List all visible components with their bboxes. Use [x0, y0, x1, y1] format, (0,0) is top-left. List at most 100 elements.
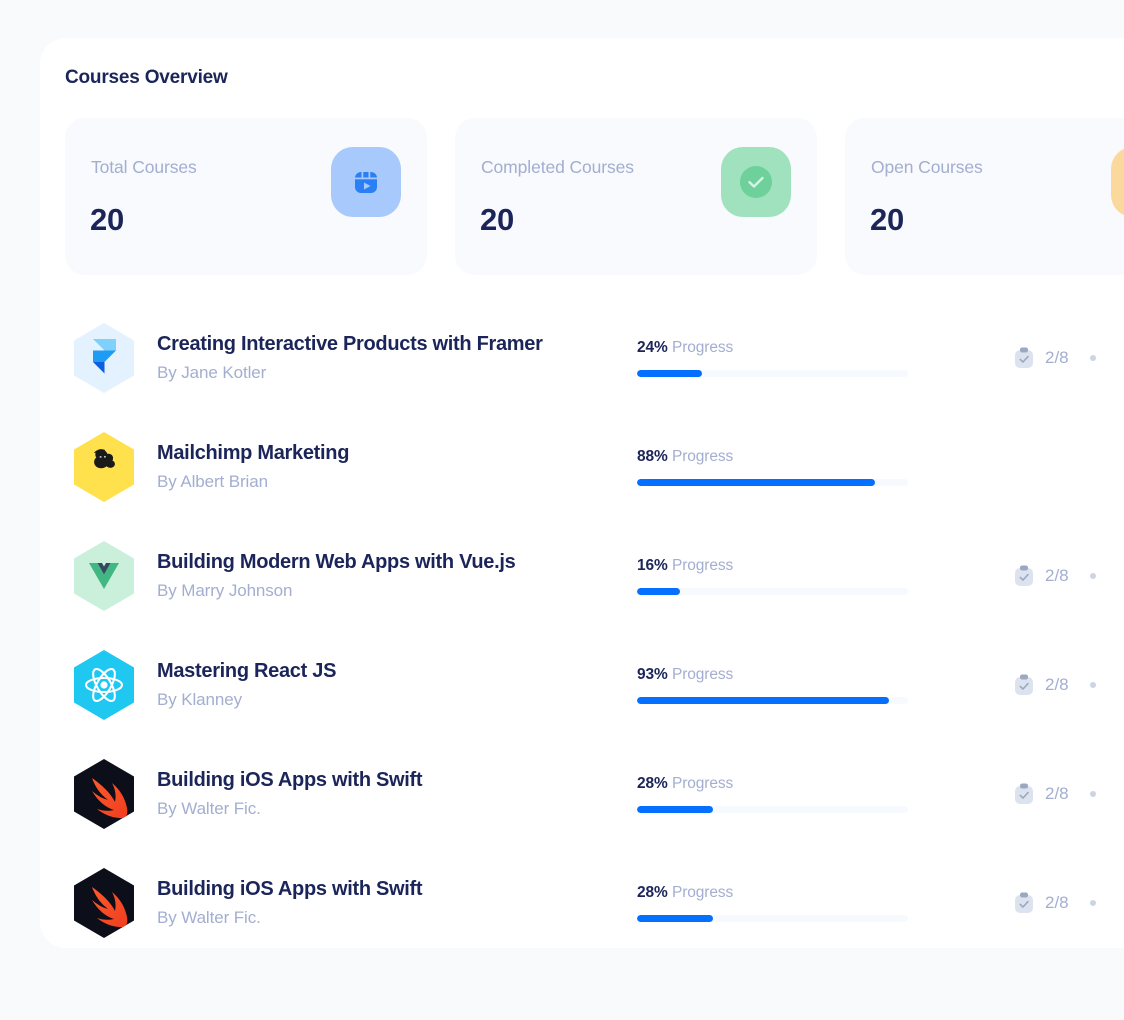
- clipboard-check-icon: [1015, 783, 1033, 804]
- course-title: Mastering React JS: [157, 660, 337, 682]
- lessons-count: 2/8: [1045, 565, 1069, 585]
- stat-value: 20: [870, 202, 904, 237]
- progress-bar-fill: [637, 478, 876, 486]
- progress-label: 16% Progress: [637, 557, 917, 575]
- row-more-dot[interactable]: [1089, 572, 1096, 579]
- progress-word: Progress: [671, 338, 734, 356]
- page-title: Courses Overview: [65, 67, 228, 88]
- check-circle-icon: [721, 147, 791, 217]
- mailchimp-logo: [72, 431, 136, 502]
- progress-label: 24% Progress: [637, 339, 917, 357]
- course-text: Building Modern Web Apps with Vue.js By …: [157, 550, 627, 601]
- progress-bar: [637, 478, 908, 486]
- lessons-count: 2/8: [1045, 892, 1069, 912]
- swift-logo: [72, 867, 136, 938]
- progress-word: Progress: [671, 556, 734, 574]
- lessons-count: 2/8: [1045, 783, 1069, 803]
- course-row[interactable]: Building Modern Web Apps with Vue.js By …: [65, 521, 1124, 630]
- stat-label: Completed Courses: [481, 157, 634, 177]
- course-title: Creating Interactive Products with Frame…: [157, 333, 543, 355]
- progress-label: 93% Progress: [637, 666, 917, 684]
- course-author: By Walter Fic.: [157, 908, 261, 927]
- react-logo: [72, 649, 136, 720]
- progress-block: 28% Progress: [637, 775, 917, 813]
- open-book-icon: [1111, 147, 1124, 217]
- progress-bar: [637, 914, 908, 922]
- progress-percent: 93%: [637, 665, 668, 683]
- progress-percent: 88%: [637, 447, 668, 465]
- row-more-dot[interactable]: [1089, 790, 1096, 797]
- course-row[interactable]: Building iOS Apps with Swift By Walter F…: [65, 848, 1124, 948]
- course-text: Building iOS Apps with Swift By Walter F…: [157, 877, 627, 928]
- progress-bar: [637, 369, 908, 377]
- lessons-badge: 2/8: [1012, 673, 1069, 697]
- progress-bar-fill: [637, 369, 703, 377]
- course-text: Creating Interactive Products with Frame…: [157, 332, 627, 383]
- progress-block: 93% Progress: [637, 666, 917, 704]
- progress-label: 28% Progress: [637, 775, 917, 793]
- progress-label: 28% Progress: [637, 884, 917, 902]
- progress-percent: 28%: [637, 883, 668, 901]
- row-more-dot[interactable]: [1089, 681, 1096, 688]
- course-row[interactable]: Building iOS Apps with Swift By Walter F…: [65, 739, 1124, 848]
- stat-label: Total Courses: [91, 157, 197, 177]
- stat-value: 20: [90, 202, 124, 237]
- progress-label: 88% Progress: [637, 448, 917, 466]
- row-more-dot[interactable]: [1089, 354, 1096, 361]
- progress-bar: [637, 805, 908, 813]
- course-list: Creating Interactive Products with Frame…: [65, 303, 1124, 948]
- stat-label: Open Courses: [871, 157, 983, 177]
- lessons-badge: 2/8: [1012, 891, 1069, 915]
- calendar-play-icon: [331, 147, 401, 217]
- course-text: Mastering React JS By Klanney: [157, 659, 627, 710]
- courses-overview-panel: Courses Overview Total Courses 20 Comple…: [40, 38, 1124, 948]
- course-row[interactable]: Creating Interactive Products with Frame…: [65, 303, 1124, 412]
- clipboard-check-icon: [1015, 674, 1033, 695]
- lessons-badge: 2/8: [1012, 564, 1069, 588]
- lessons-count: 2/8: [1045, 347, 1069, 367]
- framer-logo: [72, 322, 136, 393]
- progress-bar-fill: [637, 696, 890, 704]
- course-author: By Albert Brian: [157, 472, 268, 491]
- progress-block: 28% Progress: [637, 884, 917, 922]
- course-author: By Walter Fic.: [157, 799, 261, 818]
- clipboard-check-icon: [1015, 565, 1033, 586]
- progress-bar: [637, 587, 908, 595]
- course-author: By Jane Kotler: [157, 363, 267, 382]
- progress-word: Progress: [671, 774, 734, 792]
- course-row[interactable]: Mailchimp Marketing By Albert Brian 88% …: [65, 412, 1124, 521]
- progress-block: 24% Progress: [637, 339, 917, 377]
- swift-logo: [72, 758, 136, 829]
- stat-card-completed-courses[interactable]: Completed Courses 20: [455, 118, 817, 275]
- progress-bar: [637, 696, 908, 704]
- stat-value: 20: [480, 202, 514, 237]
- progress-percent: 16%: [637, 556, 668, 574]
- clipboard-check-icon: [1015, 347, 1033, 368]
- row-more-dot[interactable]: [1089, 899, 1096, 906]
- course-row[interactable]: Mastering React JS By Klanney 93% Progre…: [65, 630, 1124, 739]
- progress-bar-fill: [637, 805, 713, 813]
- course-author: By Marry Johnson: [157, 581, 293, 600]
- course-title: Building iOS Apps with Swift: [157, 769, 423, 791]
- progress-percent: 24%: [637, 338, 668, 356]
- stat-card-open-courses[interactable]: Open Courses 20: [845, 118, 1124, 275]
- course-title: Mailchimp Marketing: [157, 442, 350, 464]
- lessons-badge: 2/8: [1012, 782, 1069, 806]
- lessons-badge: 2/8: [1012, 346, 1069, 370]
- course-title: Building iOS Apps with Swift: [157, 878, 423, 900]
- vue-logo: [72, 540, 136, 611]
- lessons-count: 2/8: [1045, 674, 1069, 694]
- course-author: By Klanney: [157, 690, 242, 709]
- stats-row: Total Courses 20 Completed Courses 20: [65, 118, 1124, 275]
- stat-card-total-courses[interactable]: Total Courses 20: [65, 118, 427, 275]
- progress-bar-fill: [637, 587, 681, 595]
- progress-word: Progress: [671, 665, 734, 683]
- progress-word: Progress: [671, 447, 734, 465]
- course-title: Building Modern Web Apps with Vue.js: [157, 551, 516, 573]
- clipboard-check-icon: [1015, 892, 1033, 913]
- progress-block: 16% Progress: [637, 557, 917, 595]
- course-text: Mailchimp Marketing By Albert Brian: [157, 441, 627, 492]
- progress-block: 88% Progress: [637, 448, 917, 486]
- progress-bar-fill: [637, 914, 713, 922]
- course-text: Building iOS Apps with Swift By Walter F…: [157, 768, 627, 819]
